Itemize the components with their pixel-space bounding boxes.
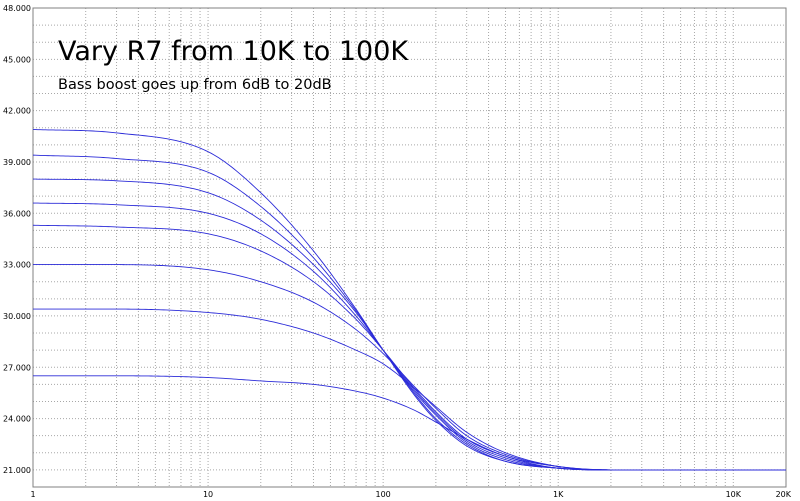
y-tick-label: 45.000: [3, 55, 31, 64]
x-tick-label: 10K: [726, 490, 742, 499]
y-tick-label: 30.000: [3, 312, 31, 321]
x-tick-label: 10: [203, 490, 213, 499]
series-line-3: [33, 264, 786, 471]
x-tick-label: 100: [376, 490, 391, 499]
series-line-6: [32, 178, 786, 471]
y-tick-label: 42.000: [3, 107, 31, 116]
series-line-1: [33, 375, 786, 471]
plot-border: [32, 7, 787, 488]
series-line-8: [32, 129, 786, 471]
y-tick-label: 48.000: [3, 4, 31, 13]
series-line-4: [32, 224, 786, 471]
y-tick-label: 27.000: [3, 363, 31, 372]
series-line-5: [32, 202, 786, 471]
series-lines: [32, 129, 786, 471]
x-tick-labels: 1 10 100 1K 10K 20K: [30, 490, 791, 499]
y-tick-label: 36.000: [3, 209, 31, 218]
y-tick-label: 33.000: [3, 261, 31, 270]
x-tick-label: 20K: [776, 490, 792, 499]
y-tick-label: 24.000: [3, 415, 31, 424]
chart-subtitle: Bass boost goes up from 6dB to 20dB: [58, 77, 332, 93]
y-tick-label: 21.000: [3, 466, 31, 475]
x-tick-label: 1: [30, 490, 35, 499]
x-tick-label: 1K: [553, 490, 564, 499]
y-tick-labels: 21.000 24.000 27.000 30.000 33.000 36.000 39.0…: [3, 4, 31, 475]
series-line-2: [33, 308, 786, 471]
chart-title: Vary R7 from 10K to 100K: [58, 36, 409, 67]
y-tick-label: 39.000: [3, 158, 31, 167]
series-line-7: [32, 154, 786, 471]
